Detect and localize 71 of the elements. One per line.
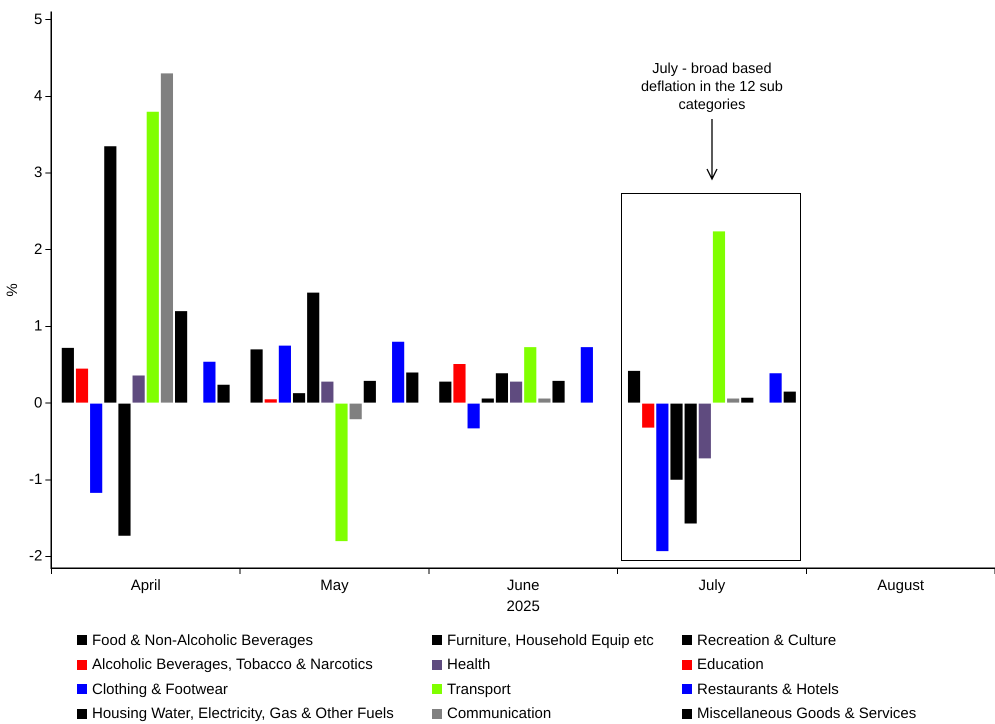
bar: [364, 380, 376, 403]
legend-label: Furniture, Household Equip etc: [447, 632, 654, 649]
x-tick-label: May: [320, 577, 350, 594]
bar: [406, 372, 418, 403]
bar: [453, 364, 466, 403]
bar: [439, 382, 452, 403]
y-tick-label: 0: [34, 394, 42, 412]
bar: [642, 404, 654, 428]
bar: [784, 392, 796, 403]
bar: [335, 404, 348, 542]
bar: [264, 399, 277, 403]
bar: [392, 342, 404, 403]
y-axis-title: %: [4, 283, 22, 297]
bar: [76, 368, 88, 403]
bar: [146, 112, 159, 403]
bar: [217, 384, 230, 403]
bar: [350, 404, 362, 420]
legend-label: Housing Water, Electricity, Gas & Other Fuels: [92, 705, 394, 722]
bar: [132, 376, 145, 403]
legend-label: Restaurants & Hotels: [697, 680, 839, 698]
bar: [90, 404, 102, 493]
legend-label: Transport: [447, 680, 511, 698]
bar: [656, 404, 668, 552]
x-tick-label: July: [698, 577, 726, 594]
bar: [175, 311, 188, 403]
legend-label: Alcoholic Beverages, Tobacco & Narcotics: [92, 656, 373, 674]
bar: [712, 231, 726, 403]
bar: [670, 404, 683, 480]
bar: [104, 146, 116, 403]
bar: [250, 349, 263, 403]
x-tick-label: June: [506, 577, 540, 594]
bar: [628, 370, 640, 403]
legend-label: Education: [697, 656, 764, 674]
bar: [203, 362, 216, 403]
bar: [62, 348, 74, 403]
bar: [118, 404, 131, 536]
legend-label: Health: [447, 656, 490, 674]
bar: [468, 404, 480, 428]
legend-label: Miscellaneous Goods & Services: [697, 705, 916, 722]
legend-label: Food & Non-Alcoholic Beverages: [92, 632, 313, 649]
x-tick-label: August: [877, 577, 925, 594]
bar: [307, 292, 320, 403]
y-tick-label: 5: [34, 10, 42, 28]
bar: [741, 398, 754, 403]
y-tick-label: 3: [34, 164, 42, 182]
bar: [684, 404, 697, 524]
bar: [278, 346, 291, 403]
bar: [292, 393, 306, 403]
y-tick-label: 1: [34, 318, 42, 335]
y-tick-label: -1: [28, 470, 42, 488]
legend-label: Communication: [447, 705, 552, 722]
bar: [524, 347, 536, 403]
bar: [321, 382, 334, 403]
legend-label: Recreation & Culture: [697, 632, 836, 649]
bar: [510, 382, 522, 403]
legend-label: Clothing & Footwear: [92, 680, 228, 698]
y-tick-label: 2: [34, 240, 42, 258]
annotation: July - broad based deflation in the 12 sub categories: [640, 60, 784, 114]
bar: [160, 73, 174, 403]
bar: [580, 347, 593, 403]
bar: [770, 373, 782, 403]
bar: [727, 398, 740, 403]
bar: [496, 373, 508, 403]
bar: [538, 398, 550, 403]
x-axis-title: 2025: [506, 598, 540, 616]
bar: [698, 404, 711, 458]
bar: [552, 380, 565, 403]
y-tick-label: 4: [34, 88, 42, 104]
bar: [482, 398, 494, 403]
x-tick-label: April: [130, 577, 161, 594]
y-tick-label: -2: [28, 548, 42, 565]
